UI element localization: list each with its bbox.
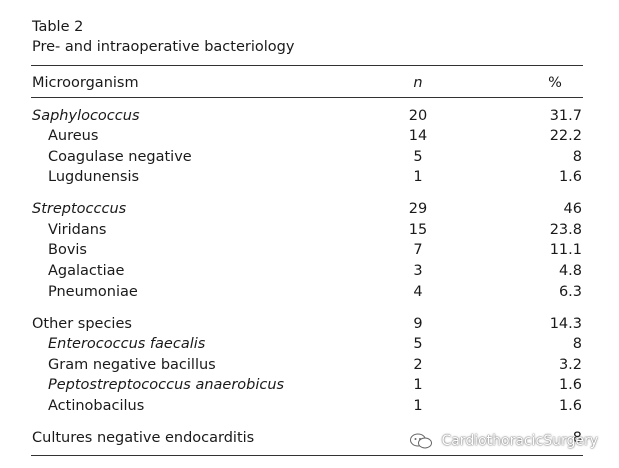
row-percent: 4.8 [558, 263, 582, 279]
table-row-aureus: Aureus 14 22.2 [0, 126, 619, 146]
row-percent: 1.6 [558, 398, 582, 414]
row-n: 1 [413, 398, 423, 414]
row-n: 20 [408, 108, 428, 124]
row-percent: 14.3 [549, 316, 582, 332]
table-row-coagulase-negative: Coagulase negative 5 8 [0, 147, 619, 167]
row-name: Pneumoniae [48, 284, 138, 300]
row-n: 7 [413, 242, 423, 258]
table-label: Table 2 [32, 19, 84, 35]
table-row-other-species: Other species 9 14.3 [0, 314, 619, 334]
row-name: Gram negative bacillus [48, 357, 216, 373]
row-percent: 11.1 [549, 242, 582, 258]
table-row-gram-negative-bacillus: Gram negative bacillus 2 3.2 [0, 355, 619, 375]
row-percent: 22.2 [549, 128, 582, 144]
row-n: 9 [413, 316, 423, 332]
row-name: Bovis [48, 242, 87, 258]
table-row-actinobacilus: Actinobacilus 1 1.6 [0, 396, 619, 416]
row-n: 15 [408, 222, 428, 238]
row-n: 2 [413, 357, 423, 373]
row-n: 29 [408, 201, 428, 217]
row-percent: 46 [563, 201, 582, 217]
row-percent: 8 [572, 149, 582, 165]
row-n: 14 [408, 128, 428, 144]
table-title: Pre- and intraoperative bacteriology [32, 39, 295, 55]
row-percent: 31.7 [549, 108, 582, 124]
row-percent: 23.8 [549, 222, 582, 238]
row-n: 4 [413, 284, 423, 300]
header-microorganism: Microorganism [32, 75, 139, 91]
header-n: n [413, 75, 423, 91]
row-name: Agalactiae [48, 263, 125, 279]
watermark: CardiothoracicSurgery [409, 430, 598, 452]
row-n: 3 [413, 263, 423, 279]
bottom-rule [31, 455, 583, 456]
table-row-streptocccus: Streptocccus 29 46 [0, 199, 619, 219]
row-name: Other species [32, 316, 132, 332]
watermark-text: CardiothoracicSurgery [441, 433, 599, 449]
row-name: Viridans [48, 222, 107, 238]
row-percent: 8 [572, 430, 582, 446]
row-percent: 8 [572, 336, 582, 352]
row-name: Aureus [48, 128, 99, 144]
row-name: Saphylococcus [32, 108, 140, 124]
table-row-agalactiae: Agalactiae 3 4.8 [0, 261, 619, 281]
row-n: 5 [413, 149, 423, 165]
table-row-viridans: Viridans 15 23.8 [0, 220, 619, 240]
table-row-bovis: Bovis 7 11.1 [0, 240, 619, 260]
header-row: Microorganism n % [0, 73, 619, 93]
row-name: Streptocccus [32, 201, 127, 217]
row-percent: 1.6 [558, 169, 582, 185]
table-caption: Table 2 Pre- and intraoperative bacterio… [32, 17, 294, 57]
row-n: 5 [413, 336, 423, 352]
row-name: Cultures negative endocarditis [32, 430, 255, 446]
chat-bubbles-icon [410, 433, 432, 449]
row-percent: 1.6 [558, 377, 582, 393]
table-row-saphylococcus: Saphylococcus 20 31.7 [0, 106, 619, 126]
row-percent: 6.3 [558, 284, 582, 300]
table-row-peptostreptococcus-anaerobicus: Peptostreptococcus anaerobicus 1 1.6 [0, 375, 619, 395]
row-name: Peptostreptococcus anaerobicus [48, 377, 285, 393]
row-n: 1 [413, 169, 423, 185]
top-rule [31, 65, 583, 66]
row-n: 1 [413, 377, 423, 393]
table-row-cultures-negative-endocarditis: Cultures negative endocarditis 8 [0, 428, 619, 448]
row-name: Coagulase negative [48, 149, 192, 165]
table-row-lugdunensis: Lugdunensis 1 1.6 [0, 167, 619, 187]
row-name: Actinobacilus [48, 398, 145, 414]
table-row-enterococcus-faecalis: Enterococcus faecalis 5 8 [0, 334, 619, 354]
header-percent: % [548, 75, 562, 91]
row-name: Lugdunensis [48, 169, 140, 185]
table-row-pneumoniae: Pneumoniae 4 6.3 [0, 282, 619, 302]
header-rule [31, 97, 583, 98]
row-percent: 3.2 [558, 357, 582, 373]
row-name: Enterococcus faecalis [48, 336, 206, 352]
